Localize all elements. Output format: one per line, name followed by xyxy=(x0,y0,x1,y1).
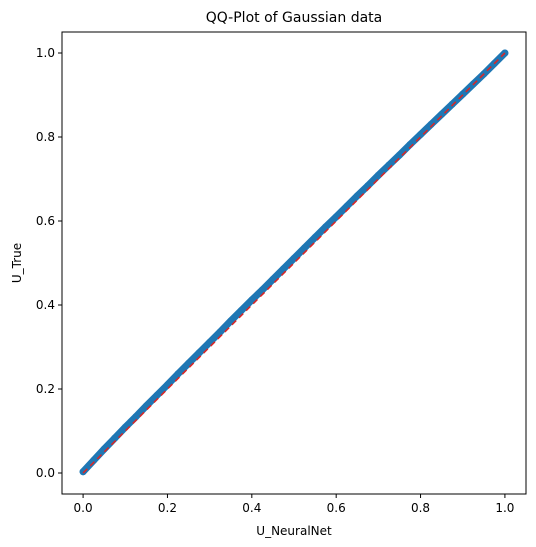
scatter-point xyxy=(427,120,435,128)
axis-ticks: 0.0 0.2 0.4 0.6 0.8 1.0 0.0 0.2 0.4 0.6 0.8 1.0 xyxy=(36,46,515,515)
scatter-point xyxy=(395,151,403,159)
plot-frame xyxy=(61,31,527,495)
scatter-point xyxy=(132,413,140,421)
x-axis-label: U_NeuralNet xyxy=(256,524,332,538)
y-tick-label: 0.0 xyxy=(36,466,55,480)
scatter-point xyxy=(448,100,456,108)
scatter-point xyxy=(374,171,382,179)
y-tick-label: 1.0 xyxy=(36,46,55,60)
scatter-point xyxy=(111,434,119,442)
scatter-point xyxy=(90,456,98,464)
y-axis-label: U_True xyxy=(10,243,24,283)
scatter-point xyxy=(279,265,287,273)
scatter-point xyxy=(79,468,87,476)
scatter-point xyxy=(353,192,361,200)
scatter-point xyxy=(227,317,235,325)
scatter-point xyxy=(438,110,446,118)
x-tick-label: 1.0 xyxy=(495,501,514,515)
y-tick-label: 0.4 xyxy=(36,298,55,312)
x-tick-label: 0.0 xyxy=(74,501,93,515)
y-tick-label: 0.8 xyxy=(36,130,55,144)
scatter-point xyxy=(174,370,182,378)
scatter-point xyxy=(216,328,224,336)
plot-marks xyxy=(79,49,509,476)
x-tick-label: 0.4 xyxy=(242,501,261,515)
scatter-point xyxy=(237,306,245,314)
y-tick-label: 0.6 xyxy=(36,214,55,228)
x-tick-label: 0.2 xyxy=(158,501,177,515)
scatter-point xyxy=(153,391,161,399)
scatter-point xyxy=(258,286,266,294)
scatter-point xyxy=(195,349,203,357)
y-tick-label: 0.2 xyxy=(36,382,55,396)
scatter-point xyxy=(248,296,256,304)
x-tick-label: 0.6 xyxy=(327,501,346,515)
chart-title: QQ-Plot of Gaussian data xyxy=(206,10,382,26)
x-tick-label: 0.8 xyxy=(411,501,430,515)
scatter-point xyxy=(417,130,425,138)
